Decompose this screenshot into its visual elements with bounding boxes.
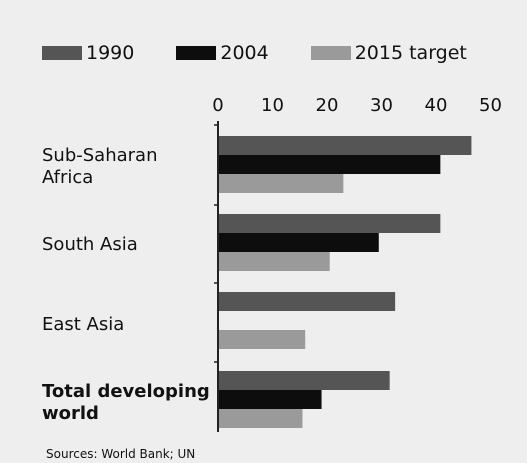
x-tick-label: 0 bbox=[212, 95, 223, 116]
bar bbox=[218, 252, 330, 271]
legend-swatch-2004 bbox=[176, 46, 217, 60]
legend-item-2004: 2004 bbox=[176, 42, 269, 64]
category-label-line: Sub-Saharan bbox=[42, 145, 158, 166]
x-tick-label: 40 bbox=[425, 95, 448, 116]
legend-label-1990: 1990 bbox=[86, 42, 135, 64]
bar bbox=[218, 155, 441, 174]
bar bbox=[218, 233, 379, 252]
bar bbox=[218, 292, 396, 311]
bar bbox=[218, 371, 390, 390]
category-label-sub-saharan-africa: Sub-Saharan Africa bbox=[42, 145, 158, 189]
chart-legend: 1990 2004 2015 target bbox=[42, 42, 467, 64]
bar bbox=[218, 390, 322, 409]
x-tick-label: 50 bbox=[479, 95, 502, 116]
source-note: Sources: World Bank; UN bbox=[46, 447, 196, 461]
legend-label-2015-target: 2015 target bbox=[354, 42, 467, 64]
bar bbox=[218, 214, 441, 233]
bar bbox=[218, 174, 344, 193]
category-label-total-developing-world: Total developing world bbox=[42, 381, 210, 425]
category-label-south-asia: South Asia bbox=[42, 234, 138, 256]
category-label-east-asia: East Asia bbox=[42, 314, 124, 336]
category-label-line: world bbox=[42, 403, 99, 424]
legend-swatch-1990 bbox=[42, 46, 82, 60]
legend-item-2015-target: 2015 target bbox=[310, 42, 467, 64]
bar bbox=[218, 330, 306, 349]
bar bbox=[218, 409, 303, 428]
category-label-line: South Asia bbox=[42, 234, 138, 255]
category-label-line: East Asia bbox=[42, 314, 125, 335]
category-label-line: Total developing bbox=[42, 381, 210, 402]
bar bbox=[218, 136, 472, 155]
legend-label-2004: 2004 bbox=[220, 42, 269, 64]
category-label-line: Africa bbox=[42, 167, 94, 188]
legend-item-1990: 1990 bbox=[42, 42, 134, 64]
x-tick-label: 30 bbox=[370, 95, 393, 116]
legend-swatch-2015-target bbox=[310, 46, 351, 60]
x-tick-label: 20 bbox=[316, 95, 339, 116]
x-tick-label: 10 bbox=[261, 95, 284, 116]
